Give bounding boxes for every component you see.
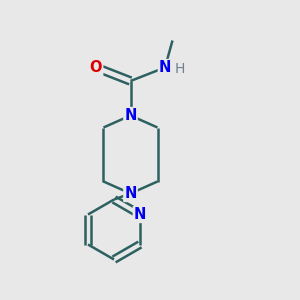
Text: N: N	[124, 108, 137, 123]
Text: N: N	[124, 186, 137, 201]
Text: O: O	[90, 60, 102, 75]
Text: N: N	[134, 207, 146, 222]
Text: H: H	[174, 62, 184, 76]
Text: N: N	[159, 60, 171, 75]
